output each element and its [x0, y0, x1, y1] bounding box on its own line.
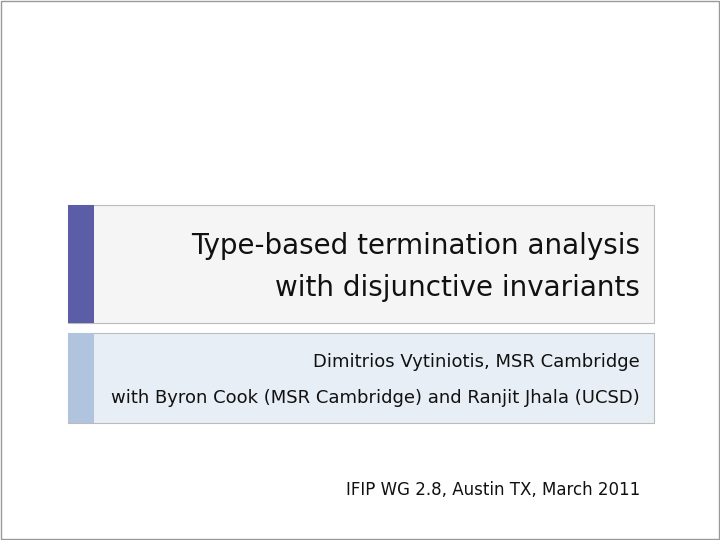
Bar: [68, 205, 654, 323]
Bar: [68, 333, 94, 423]
Text: Type-based termination analysis: Type-based termination analysis: [191, 232, 640, 260]
Bar: [68, 205, 94, 323]
Bar: [68, 333, 654, 423]
Text: IFIP WG 2.8, Austin TX, March 2011: IFIP WG 2.8, Austin TX, March 2011: [346, 481, 640, 499]
Text: with disjunctive invariants: with disjunctive invariants: [275, 274, 640, 302]
Text: with Byron Cook (MSR Cambridge) and Ranjit Jhala (UCSD): with Byron Cook (MSR Cambridge) and Ranj…: [112, 389, 640, 407]
Text: Dimitrios Vytiniotis, MSR Cambridge: Dimitrios Vytiniotis, MSR Cambridge: [313, 353, 640, 371]
